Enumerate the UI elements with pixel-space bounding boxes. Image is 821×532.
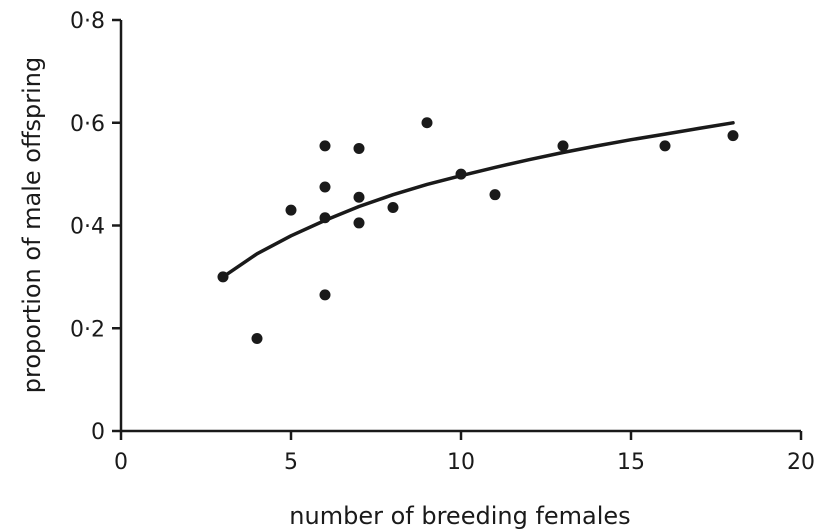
data-point [251, 333, 263, 345]
fitted-curve-layer [221, 121, 735, 279]
data-point [353, 217, 365, 229]
data-point [319, 212, 331, 224]
data-point [353, 191, 365, 203]
y-tick-label: 0 [91, 420, 105, 445]
data-point [421, 117, 433, 129]
data-point [319, 289, 331, 301]
x-axis-title: number of breeding females [289, 502, 630, 530]
data-point [217, 271, 229, 283]
y-axis-title: proportion of male offspring [18, 57, 46, 394]
x-tick-label: 10 [447, 450, 475, 475]
data-point [285, 204, 297, 216]
data-point [489, 189, 501, 201]
x-tick-label: 15 [617, 450, 645, 475]
y-tick-label: 0·6 [70, 112, 105, 137]
fitted-curve [221, 121, 735, 279]
data-point [557, 140, 569, 152]
data-points-layer [217, 117, 739, 345]
x-tick-label: 0 [114, 450, 128, 475]
data-point [319, 181, 331, 193]
y-tick-label: 0·4 [70, 215, 105, 240]
data-point [727, 130, 739, 142]
data-point [659, 140, 671, 152]
ticks: 0 5 10 15 20 0 0·2 0·4 0·6 0·8 [70, 9, 815, 475]
x-tick-label: 20 [787, 450, 815, 475]
axes [119, 20, 801, 433]
y-tick-label: 0·2 [70, 317, 105, 342]
x-tick-label: 5 [284, 450, 298, 475]
data-point [353, 142, 365, 154]
data-point [319, 140, 331, 152]
data-point [455, 168, 467, 180]
y-tick-label: 0·8 [70, 9, 105, 34]
data-point [387, 202, 399, 214]
